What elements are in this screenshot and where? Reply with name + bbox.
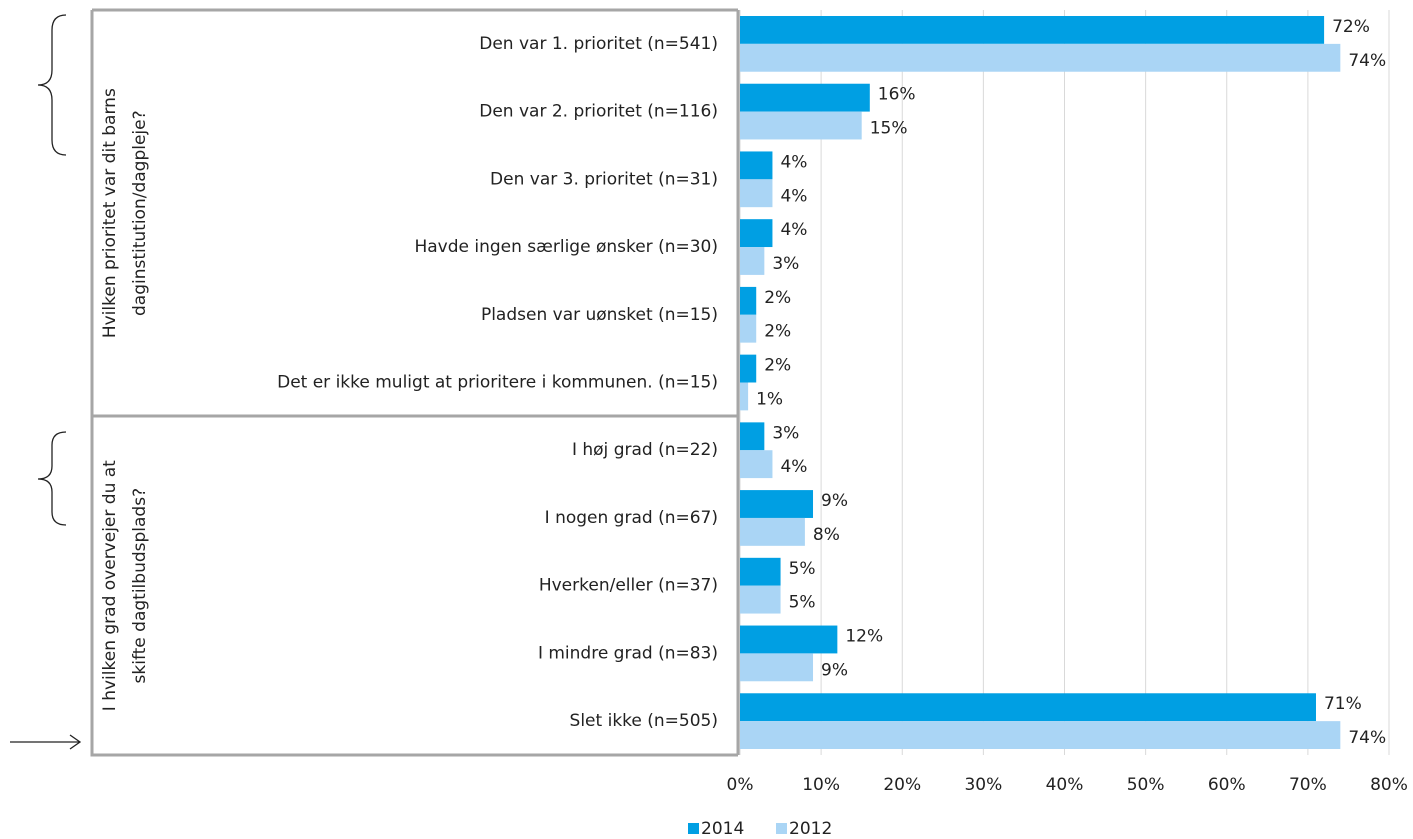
bar: [740, 83, 870, 112]
category-label: I mindre grad (n=83): [538, 643, 718, 663]
value-label: 4%: [780, 220, 807, 240]
value-label: 72%: [1332, 17, 1370, 37]
bar: [740, 653, 814, 682]
legend-label: 2014: [701, 819, 744, 839]
group-label: I hvilken grad overvejer du at: [100, 460, 120, 711]
bar: [740, 286, 757, 315]
x-tick-label: 30%: [964, 775, 1002, 795]
group-label: daginstitution/dagpleje?: [130, 110, 150, 316]
value-label: 15%: [870, 119, 908, 139]
category-label: Det er ikke muligt at prioritere i kommu…: [277, 373, 718, 393]
bar: [740, 111, 862, 140]
category-label: Den var 3. prioritet (n=31): [490, 169, 718, 189]
x-tick-label: 80%: [1370, 775, 1408, 795]
x-tick-label: 10%: [802, 775, 840, 795]
legend-swatch: [776, 823, 787, 834]
value-label: 2%: [764, 288, 791, 308]
value-label: 74%: [1348, 728, 1386, 748]
x-tick-label: 20%: [883, 775, 921, 795]
value-label: 1%: [756, 389, 783, 409]
value-label: 5%: [789, 559, 816, 579]
value-label: 9%: [821, 660, 848, 680]
x-tick-label: 0%: [727, 775, 754, 795]
category-label: Pladsen var uønsket (n=15): [481, 305, 718, 325]
value-label: 4%: [780, 152, 807, 172]
value-label: 12%: [845, 626, 883, 646]
bar: [740, 585, 781, 614]
brace: [37, 431, 67, 526]
value-label: 16%: [878, 85, 916, 105]
x-tick-label: 50%: [1127, 775, 1165, 795]
bar: [740, 314, 757, 343]
category-label: Slet ikke (n=505): [570, 711, 718, 731]
value-label: 4%: [780, 186, 807, 206]
value-label: 4%: [780, 457, 807, 477]
bar: [740, 625, 838, 654]
bar: [740, 382, 749, 411]
bar: [740, 354, 757, 383]
category-label: Havde ingen særlige ønsker (n=30): [414, 237, 718, 257]
value-label: 8%: [813, 525, 840, 545]
decorations: [10, 14, 82, 750]
bar: [740, 490, 814, 518]
legend-label: 2012: [789, 819, 832, 839]
value-label: 3%: [772, 254, 799, 274]
brace: [37, 14, 67, 156]
frame-lines: [90, 8, 738, 757]
bar: [740, 517, 805, 546]
bar: [740, 43, 1341, 72]
bar: [740, 151, 773, 180]
bar: [740, 422, 765, 451]
group-label: skifte dagtilbudsplads?: [130, 488, 150, 684]
x-tick-label: 40%: [1046, 775, 1084, 795]
arrow: [10, 734, 82, 750]
value-label: 5%: [789, 593, 816, 613]
bar: [740, 721, 1341, 749]
bar: [740, 179, 773, 208]
x-tick-label: 70%: [1289, 775, 1327, 795]
bar: [740, 16, 1325, 44]
category-label: I nogen grad (n=67): [545, 508, 718, 528]
value-label: 74%: [1348, 51, 1386, 71]
x-tick-label: 60%: [1208, 775, 1246, 795]
value-label: 3%: [772, 423, 799, 443]
frame: [90, 8, 738, 757]
bar: [740, 450, 773, 479]
bar: [740, 219, 773, 248]
bar: [740, 247, 765, 275]
bar: [740, 557, 781, 586]
value-label: 9%: [821, 491, 848, 511]
category-label: Den var 2. prioritet (n=116): [479, 102, 718, 122]
category-label: Den var 1. prioritet (n=541): [479, 34, 718, 54]
category-label: I høj grad (n=22): [572, 440, 718, 460]
category-label: Hverken/eller (n=37): [539, 576, 718, 596]
value-label: 71%: [1324, 694, 1362, 714]
bar: [740, 693, 1316, 722]
legend-swatch: [688, 823, 699, 834]
value-label: 2%: [764, 322, 791, 342]
value-label: 2%: [764, 356, 791, 376]
group-label: Hvilken prioritet var dit barns: [100, 88, 120, 338]
